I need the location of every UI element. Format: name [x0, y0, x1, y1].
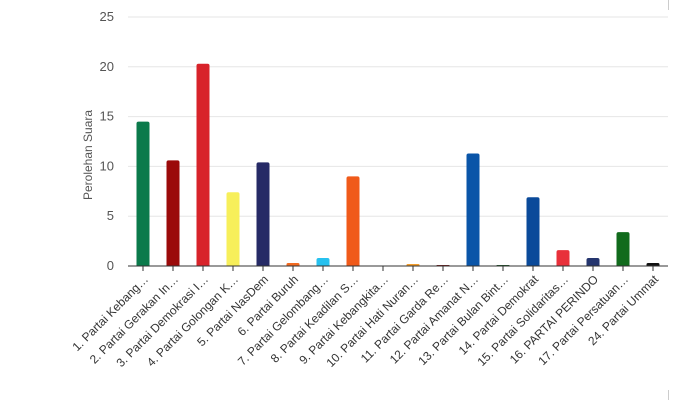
- panel-edge-marker-bottom: [668, 390, 669, 400]
- bar: [166, 160, 180, 266]
- bar: [226, 192, 240, 266]
- bar: [466, 153, 480, 266]
- x-axis-category-labels: 1. Partai Kebang…2. Partai Gerakan In…3.…: [70, 272, 662, 370]
- bar: [556, 250, 570, 266]
- bars: [136, 63, 660, 267]
- y-tick-label: 0: [107, 258, 114, 273]
- bar: [286, 263, 300, 266]
- y-axis-ticks: 0 5 10 15 20 25: [100, 9, 114, 273]
- y-axis-label: Perolehan Suara: [81, 110, 95, 200]
- bar: [256, 162, 270, 266]
- gridlines: [128, 16, 668, 217]
- y-tick-label: 15: [100, 109, 114, 124]
- bar: [316, 258, 330, 266]
- bar: [526, 197, 540, 266]
- panel-edge-marker-top: [668, 0, 669, 10]
- bar: [346, 176, 360, 266]
- x-axis-ticks: [142, 266, 654, 271]
- bar: [136, 121, 150, 266]
- y-tick-label: 10: [100, 158, 114, 173]
- bar: [196, 63, 210, 267]
- y-tick-label: 20: [100, 59, 114, 74]
- bar: [616, 232, 630, 266]
- bar: [646, 263, 660, 266]
- y-tick-label: 25: [100, 9, 114, 24]
- bar: [586, 258, 600, 266]
- y-tick-label: 5: [107, 208, 114, 223]
